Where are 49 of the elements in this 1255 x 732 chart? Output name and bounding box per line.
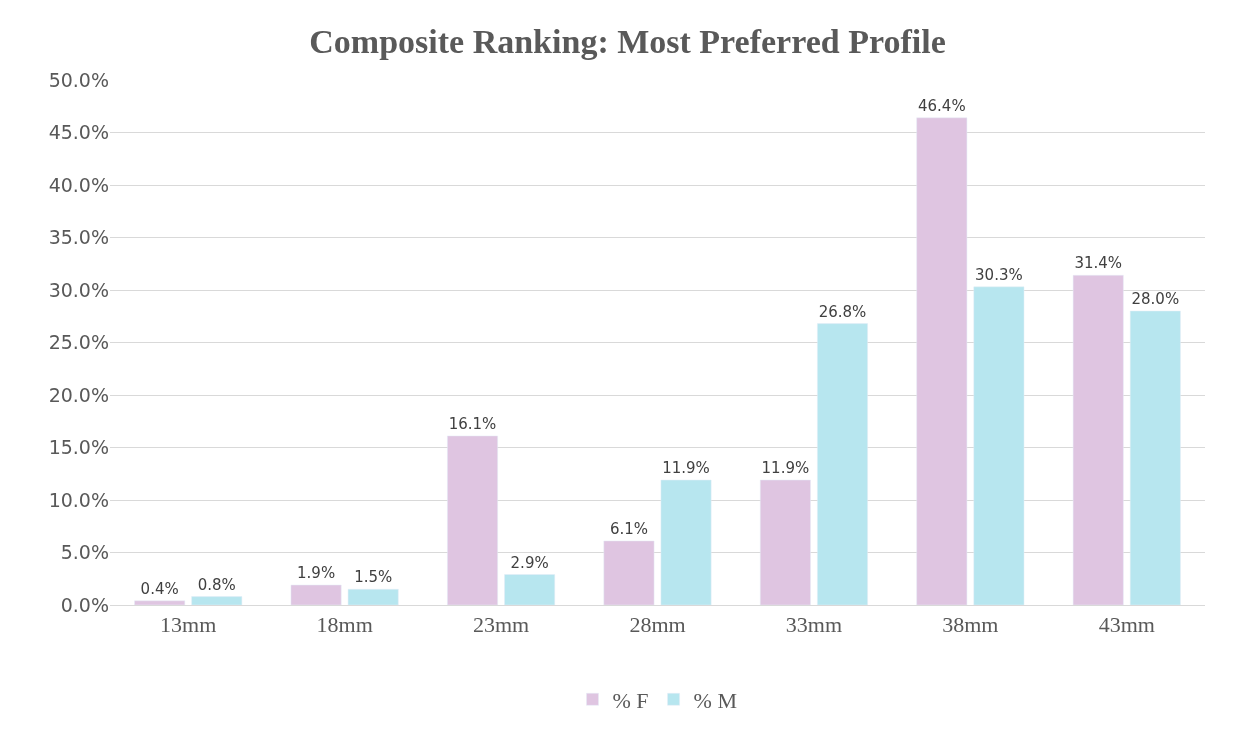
x-tick-label: 28mm: [629, 612, 686, 638]
x-tick-label: 18mm: [316, 612, 373, 638]
y-tick-label: 0.0%: [60, 593, 109, 616]
data-label: 1.9%: [297, 564, 336, 583]
y-tick-label: 10.0%: [48, 488, 109, 511]
bar: [916, 117, 968, 605]
x-tick-label: 33mm: [785, 612, 843, 638]
x-tick-label: 43mm: [1098, 612, 1155, 638]
y-tick-label: 25.0%: [48, 331, 109, 354]
data-label: 46.4%: [917, 96, 966, 115]
bar: [1072, 275, 1124, 605]
data-label: 0.8%: [197, 575, 236, 594]
data-label: 31.4%: [1074, 254, 1123, 273]
bar: [1129, 310, 1181, 605]
bar: [504, 574, 555, 605]
bar: [134, 600, 186, 605]
data-label: 6.1%: [609, 519, 648, 538]
bar: [817, 323, 868, 605]
bar: [191, 596, 243, 605]
y-tick-label: 35.0%: [48, 226, 109, 249]
chart-title: Composite Ranking: Most Preferred Profile: [309, 23, 946, 61]
y-tick-label: 45.0%: [48, 121, 109, 144]
bar: [603, 540, 655, 605]
bar: [290, 584, 342, 605]
x-tick-label: 13mm: [160, 612, 217, 638]
y-tick-label: 30.0%: [48, 278, 109, 301]
data-label: 26.8%: [818, 302, 867, 321]
y-tick-label: 20.0%: [48, 383, 109, 406]
legend-label: % M: [693, 687, 737, 713]
data-label: 30.3%: [975, 265, 1023, 284]
data-label: 28.0%: [1131, 290, 1180, 308]
bar: [447, 435, 498, 605]
y-tick-label: 5.0%: [60, 541, 109, 564]
bar: [660, 479, 712, 605]
y-tick-label: 40.0%: [48, 173, 109, 196]
x-tick-label: 23mm: [472, 612, 530, 638]
legend-label: % F: [612, 687, 649, 713]
x-tick-label: 38mm: [942, 612, 999, 638]
bar: [973, 286, 1025, 605]
y-tick-label: 50.0%: [48, 68, 109, 91]
data-label: 11.9%: [662, 459, 710, 478]
bar: [760, 479, 811, 605]
data-label: 0.4%: [140, 579, 179, 598]
y-tick-label: 15.0%: [48, 436, 109, 459]
data-label: 11.9%: [761, 459, 810, 478]
data-label: 16.1%: [448, 414, 497, 433]
data-label: 1.5%: [354, 568, 393, 587]
bar: [347, 589, 399, 605]
data-label: 2.9%: [510, 553, 549, 572]
